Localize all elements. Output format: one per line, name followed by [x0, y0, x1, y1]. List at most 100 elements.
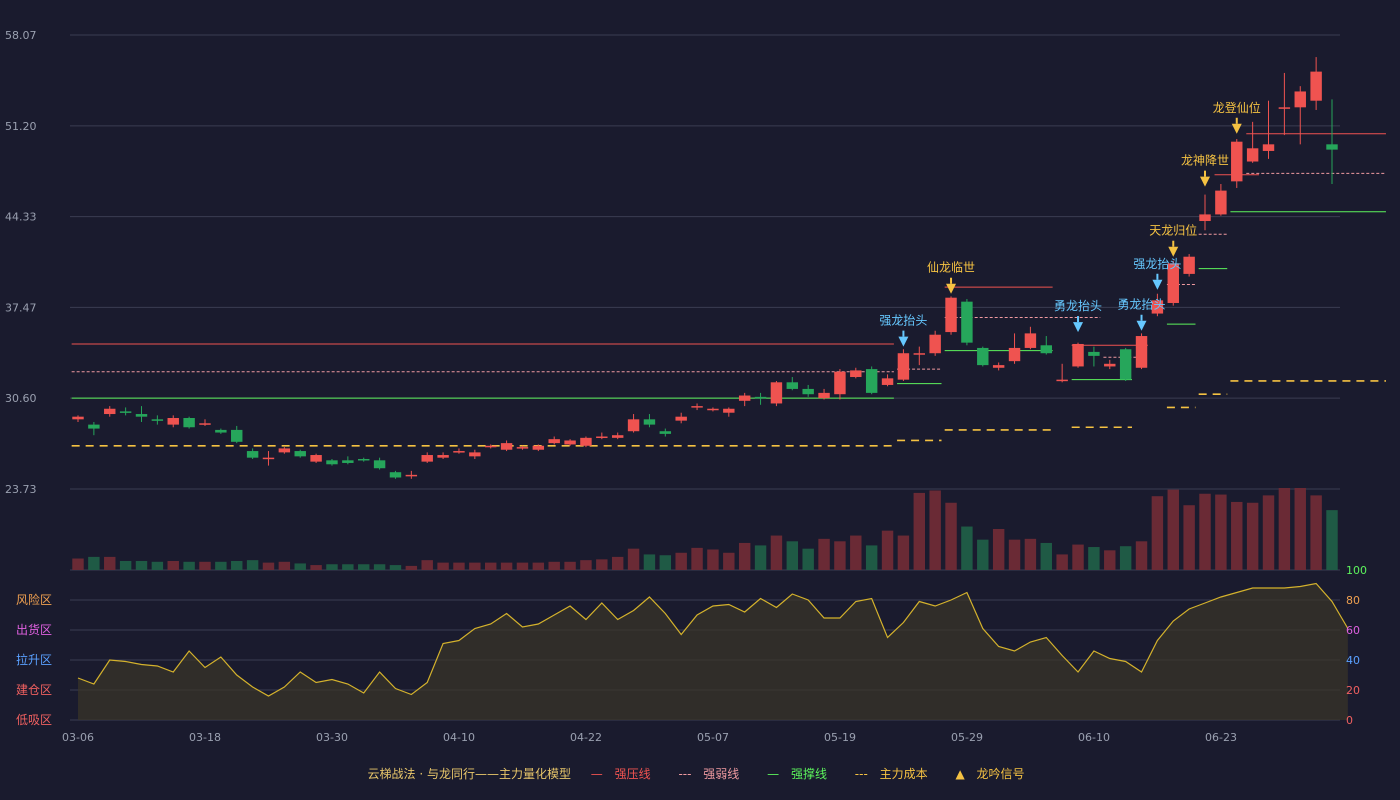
price-tick-label: 23.73: [5, 483, 37, 496]
candle-body: [945, 297, 957, 333]
candle-body: [961, 301, 973, 343]
osc-tick-label: 0: [1346, 714, 1353, 727]
oscillator-line: [77, 582, 1349, 697]
candle-body: [596, 436, 608, 439]
volume-bar: [707, 549, 719, 570]
candle-body: [770, 382, 783, 404]
volume-bar: [1262, 495, 1275, 570]
volume-bar: [1310, 495, 1322, 570]
volume-bar: [738, 542, 751, 570]
volume-bar: [929, 490, 941, 570]
volume-bar: [548, 561, 560, 570]
candle-body: [246, 451, 259, 458]
date-tick-label: 06-10: [1078, 731, 1110, 744]
volume-bar: [1040, 542, 1052, 570]
volume-bar: [326, 564, 338, 570]
candle-body: [310, 455, 322, 462]
candle-body: [992, 365, 1005, 368]
candle-body: [373, 460, 386, 469]
candle-body: [500, 443, 513, 450]
candle-body: [580, 437, 592, 446]
signal-label: 龙登仙位: [1213, 100, 1261, 115]
volume-bar: [199, 561, 211, 570]
candle-body: [1119, 349, 1132, 380]
volume-bar: [167, 560, 179, 570]
volume-bar: [1119, 546, 1132, 570]
candle-body: [294, 451, 306, 457]
volume-bar: [373, 564, 386, 570]
candle-body: [786, 382, 799, 389]
volume-bar: [770, 535, 783, 570]
signal-arrow: [1136, 320, 1147, 331]
candles: [72, 57, 1338, 479]
volume-bar: [453, 562, 465, 570]
candle-body: [675, 416, 687, 421]
candle-body: [1151, 300, 1164, 314]
signal-label: 天龙归位: [1149, 223, 1197, 238]
volume-bar: [786, 541, 799, 570]
candle-body: [358, 458, 370, 461]
candle-body: [1215, 190, 1227, 215]
candle-body: [754, 396, 767, 399]
candle-body: [881, 378, 894, 385]
legend-support-label: 强撑线: [790, 767, 827, 781]
volume-bar: [1151, 496, 1164, 570]
price-tick-label: 58.07: [5, 29, 37, 42]
signal-arrow: [946, 283, 957, 294]
candle-body: [135, 414, 148, 417]
volume-bar: [992, 529, 1005, 570]
volume-bar: [1294, 488, 1306, 570]
candle-body: [611, 435, 624, 438]
volume-bar: [596, 559, 608, 570]
volume-bar: [183, 561, 195, 570]
candle-body: [453, 451, 465, 453]
date-tick-label: 05-29: [951, 731, 983, 744]
candle-body: [802, 388, 814, 395]
candle-body: [1088, 351, 1100, 356]
volume-bar: [945, 502, 957, 570]
signal-arrow: [898, 336, 909, 347]
candle-body: [897, 353, 910, 380]
volume-bar: [834, 541, 846, 570]
volume-bar: [358, 564, 370, 570]
signal-label: 强龙抬头: [1133, 257, 1181, 271]
candle-body: [1262, 144, 1275, 151]
candle-body: [437, 455, 449, 458]
candle-body: [707, 408, 719, 411]
candle-body: [326, 460, 338, 465]
price-tick-label: 51.20: [5, 120, 37, 133]
oscillator-area: [78, 583, 1348, 720]
candle-body: [278, 448, 291, 453]
volume-bar: [1278, 488, 1291, 570]
candle-body: [484, 445, 497, 448]
signal-label: 勇龙抬头: [1118, 298, 1166, 312]
candle-body: [1040, 345, 1052, 354]
candle-body: [691, 406, 703, 408]
candle-body: [199, 423, 211, 425]
candle-body: [929, 334, 941, 354]
volume-bar: [532, 562, 545, 570]
date-tick-label: 06-23: [1205, 731, 1237, 744]
osc-tick-label: 40: [1346, 654, 1360, 667]
candle-body: [1199, 214, 1211, 222]
volume-bar: [897, 535, 910, 570]
volume-bar: [1008, 539, 1021, 570]
volume-bar: [1135, 541, 1148, 570]
legend-title: 云梯战法 · 与龙同行——主力量化模型: [367, 767, 571, 781]
price-tick-label: 37.47: [5, 301, 37, 314]
zone-label: 出货区: [16, 622, 52, 637]
volume-bar: [1024, 538, 1037, 570]
indicator-lines: [71, 133, 1386, 447]
legend-cost-label: 主力成本: [879, 767, 928, 781]
candle-body: [1135, 336, 1148, 368]
signal-arrow: [1231, 123, 1242, 134]
candle-body: [1104, 363, 1116, 367]
osc-tick-label: 80: [1346, 594, 1360, 607]
legend-signal-label: 龙吟信号: [976, 767, 1025, 781]
candle-body: [262, 457, 275, 460]
volume-bar: [691, 547, 703, 570]
candle-body: [548, 439, 560, 444]
date-tick-label: 04-10: [443, 731, 475, 744]
volume-bar: [262, 562, 275, 570]
